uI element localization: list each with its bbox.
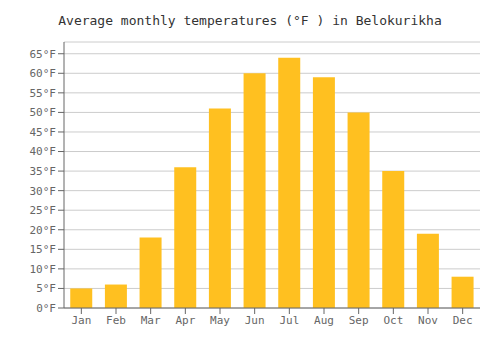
svg-text:Apr: Apr [175,314,195,327]
svg-text:65°F: 65°F [30,48,57,61]
svg-text:10°F: 10°F [30,263,57,276]
svg-text:Dec: Dec [453,314,473,327]
svg-text:0°F: 0°F [36,302,56,315]
svg-text:Jul: Jul [279,314,299,327]
svg-text:50°F: 50°F [30,106,57,119]
html-text:Average monthly temperatures (: Average monthly temperatures (°F ) in Be… [58,13,442,28]
svg-text:Jan: Jan [71,314,91,327]
svg-text:Feb: Feb [106,314,126,327]
svg-text:45°F: 45°F [30,126,57,139]
svg-text:Nov: Nov [418,314,438,327]
svg-text:25°F: 25°F [30,204,57,217]
svg-text:35°F: 35°F [30,165,57,178]
svg-text:Sep: Sep [349,314,369,327]
svg-text:55°F: 55°F [30,87,57,100]
svg-text:60°F: 60°F [30,67,57,80]
svg-text:Jun: Jun [245,314,265,327]
svg-text:20°F: 20°F [30,224,57,237]
svg-text:40°F: 40°F [30,145,57,158]
svg-text:15°F: 15°F [30,243,57,256]
svg-text:Aug: Aug [314,314,334,327]
svg-text:5°F: 5°F [36,282,56,295]
svg-text:Oct: Oct [383,314,403,327]
svg-text:May: May [210,314,230,327]
svg-text:Mar: Mar [141,314,161,327]
svg-text:30°F: 30°F [30,185,57,198]
